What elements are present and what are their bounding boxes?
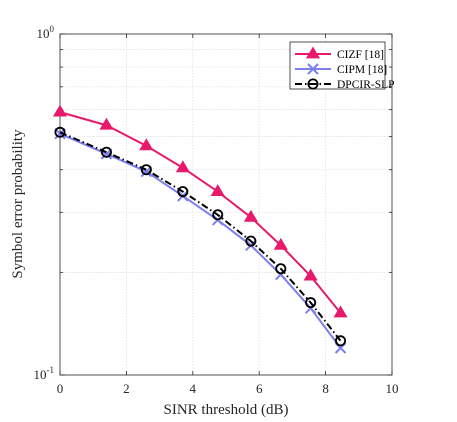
plot-frame <box>59 33 393 376</box>
x-tick-label: 10 <box>386 381 399 396</box>
legend-swatch-marker <box>305 46 321 59</box>
axis-ticks <box>59 33 393 376</box>
x-tick-label: 6 <box>256 381 263 396</box>
data-point <box>243 209 258 222</box>
data-point <box>333 305 348 318</box>
x-tick-labels: 0 2 4 6 8 10 <box>57 381 399 396</box>
data-point <box>52 104 68 117</box>
legend-swatch-marker <box>307 63 319 75</box>
y-axis-title: Symbol error probability <box>10 129 26 279</box>
series-0 <box>52 104 348 318</box>
data-point <box>273 237 288 250</box>
data-point <box>139 138 154 151</box>
y-tick-label: 100 <box>37 24 55 41</box>
data-point <box>140 164 152 176</box>
legend-swatch-marker <box>307 78 319 90</box>
x-tick-label: 4 <box>190 381 197 396</box>
legend-box <box>289 41 386 90</box>
legend-label: CIZF [18] <box>337 49 384 61</box>
x-tick-label: 8 <box>322 381 329 396</box>
plot-background <box>60 34 392 375</box>
y-tick-base: 10 <box>34 367 47 382</box>
x-tick-label: 2 <box>123 381 130 396</box>
data-point <box>245 235 257 247</box>
x-tick-label: 0 <box>57 381 64 396</box>
data-point <box>303 268 318 281</box>
data-point <box>305 297 317 309</box>
y-tick-label: 10-1 <box>34 365 55 382</box>
x-axis-title: SINR threshold (dB) <box>164 402 289 418</box>
data-point <box>54 126 66 138</box>
legend-label: DPCIR-SLP <box>337 79 395 91</box>
y-tick-exponent: -1 <box>47 365 55 375</box>
y-tick-base: 10 <box>37 26 50 41</box>
legend-entry: CIZF [18] <box>295 46 384 61</box>
data-point <box>335 335 347 347</box>
series-2 <box>54 126 347 347</box>
data-point <box>54 128 66 140</box>
data-point <box>100 146 112 158</box>
legend-label: CIPM [18] <box>337 64 387 76</box>
data-point <box>212 209 224 221</box>
data-point <box>177 186 189 198</box>
legend-entry: DPCIR-SLP <box>295 78 395 91</box>
data-point <box>275 263 287 275</box>
data-point <box>210 184 225 197</box>
legend-entry: CIPM [18] <box>295 63 387 76</box>
legend: CIZF [18] CIPM [18] DPCIR-SLP <box>289 41 395 91</box>
series-layer <box>52 104 348 354</box>
data-point <box>99 117 114 130</box>
series-line <box>59 131 342 342</box>
data-point <box>175 160 190 173</box>
y-tick-exponent: 0 <box>50 24 55 34</box>
